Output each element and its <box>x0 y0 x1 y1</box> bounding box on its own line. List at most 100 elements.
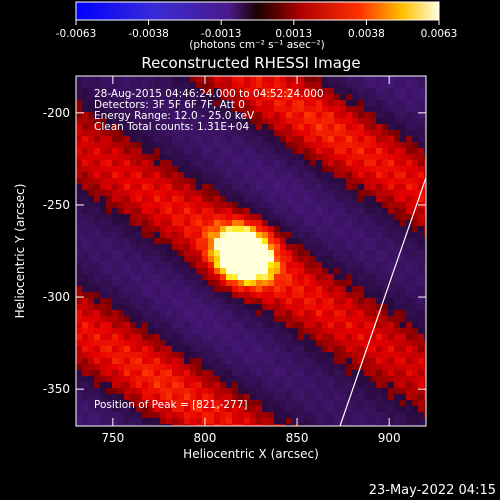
heatmap-cell <box>286 244 293 251</box>
heatmap-cell <box>202 202 209 209</box>
heatmap-cell <box>400 100 407 107</box>
heatmap-cell <box>226 256 233 263</box>
heatmap-cell <box>136 214 143 221</box>
heatmap-cell <box>154 412 161 419</box>
heatmap-cell <box>334 190 341 197</box>
heatmap-cell <box>298 148 305 155</box>
heatmap-cell <box>286 106 293 113</box>
heatmap-cell <box>232 352 239 359</box>
heatmap-cell <box>358 418 365 425</box>
heatmap-cell <box>274 94 281 101</box>
heatmap-cell <box>142 364 149 371</box>
heatmap-cell <box>76 76 83 83</box>
heatmap-cell <box>346 196 353 203</box>
heatmap-cell <box>394 112 401 119</box>
heatmap-cell <box>358 106 365 113</box>
heatmap-cell <box>172 112 179 119</box>
heatmap-cell <box>106 106 113 113</box>
heatmap-cell <box>88 418 95 425</box>
heatmap-cell <box>190 304 197 311</box>
heatmap-cell <box>124 166 131 173</box>
heatmap-cell <box>232 160 239 167</box>
heatmap-cell <box>118 352 125 359</box>
heatmap-cell <box>118 418 125 425</box>
heatmap-cell <box>358 268 365 275</box>
heatmap-cell <box>394 400 401 407</box>
heatmap-cell <box>130 424 137 426</box>
heatmap-cell <box>274 256 281 263</box>
heatmap-cell <box>190 94 197 101</box>
heatmap-cell <box>298 256 305 263</box>
heatmap-cell <box>148 196 155 203</box>
heatmap-cell <box>376 400 383 407</box>
heatmap-cell <box>142 424 149 426</box>
heatmap-cell <box>202 142 209 149</box>
heatmap-cell <box>418 358 425 365</box>
heatmap-cell <box>118 244 125 251</box>
heatmap-cell <box>388 268 395 275</box>
heatmap-cell <box>412 256 419 263</box>
heatmap-cell <box>346 214 353 221</box>
heatmap-cell <box>352 178 359 185</box>
heatmap-cell <box>88 112 95 119</box>
heatmap-cell <box>154 196 161 203</box>
heatmap-cell <box>376 262 383 269</box>
heatmap-cell <box>154 364 161 371</box>
heatmap-cell <box>292 388 299 395</box>
heatmap-cell <box>316 268 323 275</box>
heatmap-cell <box>76 88 83 95</box>
heatmap-cell <box>130 160 137 167</box>
heatmap-cell <box>178 112 185 119</box>
heatmap-cell <box>232 106 239 113</box>
heatmap-cell <box>418 100 425 107</box>
heatmap-cell <box>160 220 167 227</box>
heatmap-cell <box>346 406 353 413</box>
heatmap-cell <box>418 406 425 413</box>
heatmap-cell <box>208 220 215 227</box>
heatmap-cell <box>364 178 371 185</box>
heatmap-cell <box>82 400 89 407</box>
heatmap-cell <box>244 232 251 239</box>
heatmap-cell <box>202 82 209 89</box>
heatmap-cell <box>394 262 401 269</box>
heatmap-cell <box>82 76 89 83</box>
heatmap-cell <box>352 220 359 227</box>
heatmap-cell <box>118 190 125 197</box>
heatmap-cell <box>388 412 395 419</box>
heatmap-cell <box>208 190 215 197</box>
heatmap-cell <box>334 244 341 251</box>
heatmap-cell <box>202 388 209 395</box>
heatmap-cell <box>142 82 149 89</box>
heatmap-cell <box>340 322 347 329</box>
heatmap-cell <box>286 166 293 173</box>
heatmap-cell <box>220 172 227 179</box>
heatmap-cell <box>412 286 419 293</box>
heatmap-cell <box>232 262 239 269</box>
heatmap-cell <box>244 298 251 305</box>
heatmap-cell <box>238 226 245 233</box>
heatmap-cell <box>376 424 383 426</box>
heatmap-cell <box>310 334 317 341</box>
heatmap-cell <box>250 412 257 419</box>
heatmap-cell <box>166 238 173 245</box>
heatmap-cell <box>76 238 83 245</box>
heatmap-cell <box>328 262 335 269</box>
heatmap-cell <box>238 388 245 395</box>
heatmap-cell <box>142 154 149 161</box>
heatmap-cell <box>310 88 317 95</box>
heatmap-cell <box>94 352 101 359</box>
heatmap-cell <box>118 328 125 335</box>
heatmap-cell <box>118 250 125 257</box>
heatmap-cell <box>76 130 83 137</box>
heatmap-cell <box>124 112 131 119</box>
heatmap-cell <box>358 364 365 371</box>
heatmap-cell <box>112 364 119 371</box>
heatmap-cell <box>376 232 383 239</box>
heatmap-cell <box>178 400 185 407</box>
heatmap-cell <box>232 418 239 425</box>
heatmap-cell <box>388 100 395 107</box>
heatmap-cell <box>292 406 299 413</box>
heatmap-cell <box>400 130 407 137</box>
heatmap-cell <box>88 406 95 413</box>
heatmap-cell <box>424 250 426 257</box>
